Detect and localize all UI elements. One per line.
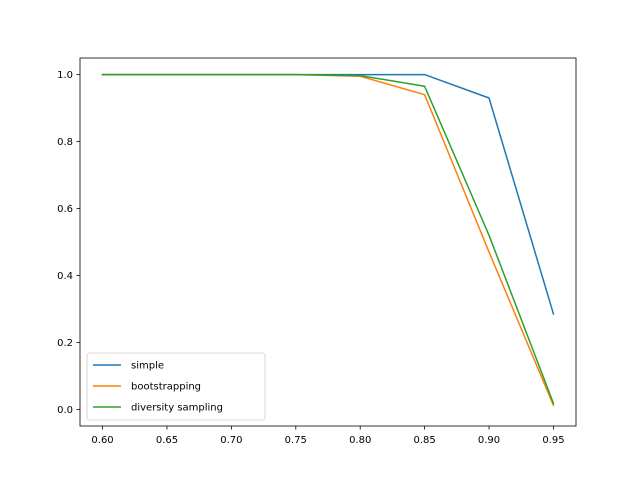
legend-box: [86, 352, 266, 421]
y-tick-label: 0.2: [57, 338, 73, 349]
legend: simple bootstrapping diversity sampling: [86, 352, 266, 421]
x-tick-label: 0.70: [220, 435, 242, 446]
y-tick-label: 0.8: [57, 137, 73, 148]
y-tick-label: 0.4: [57, 271, 73, 282]
x-tick-label: 0.60: [91, 435, 113, 446]
x-tick-label: 0.85: [413, 435, 435, 446]
y-axis: 0.0 0.2 0.4 0.6 0.8 1.0: [57, 70, 80, 416]
series-line-diversity-sampling: [101, 73, 555, 405]
legend-label: simple: [131, 361, 164, 372]
legend-label: diversity sampling: [131, 403, 223, 414]
series-layer: [101, 73, 555, 407]
x-tick-label: 0.80: [349, 435, 371, 446]
x-tick-label: 0.95: [542, 435, 564, 446]
y-tick-label: 0.6: [57, 204, 73, 215]
x-tick-label: 0.90: [478, 435, 500, 446]
axes-frame: [79, 57, 577, 427]
legend-label: bootstrapping: [131, 382, 201, 393]
y-tick-label: 0.0: [57, 405, 73, 416]
y-tick-label: 1.0: [57, 70, 73, 81]
x-axis: 0.60 0.65 0.70 0.75 0.80 0.85 0.90 0.95: [91, 426, 565, 446]
x-tick-label: 0.65: [156, 435, 178, 446]
x-tick-label: 0.75: [285, 435, 307, 446]
